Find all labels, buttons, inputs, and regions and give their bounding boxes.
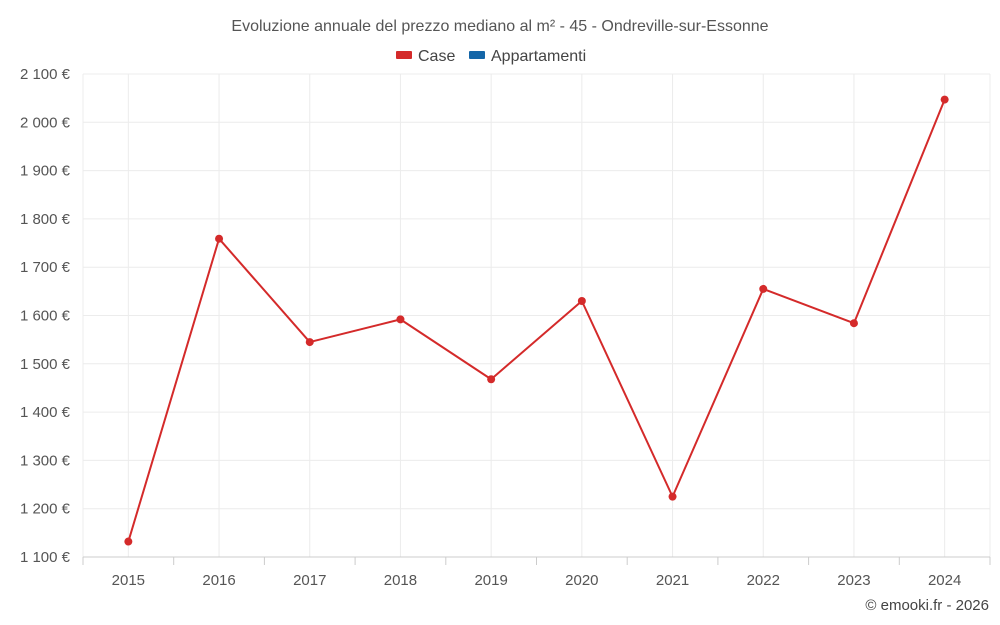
data-point-case: [124, 537, 133, 546]
legend: Case Appartamenti: [396, 48, 586, 65]
legend-label-case[interactable]: Case: [418, 48, 455, 65]
data-point-case: [396, 315, 405, 324]
x-tick-label: 2018: [384, 572, 417, 589]
y-tick-label: 1 700 €: [20, 259, 71, 276]
x-tick-label: 2023: [837, 572, 870, 589]
data-point-case: [577, 297, 586, 306]
y-tick-label: 1 500 €: [20, 356, 71, 373]
y-tick-label: 1 600 €: [20, 308, 71, 325]
axes: 1 100 € 1 200 € 1 300 € 1 400 € 1 500 € 1 600…: [20, 66, 991, 589]
series-line-case: [127, 99, 946, 542]
y-tick-label: 1 200 €: [20, 501, 71, 518]
y-tick-label: 2 000 €: [20, 114, 71, 131]
data-point-case: [940, 95, 949, 104]
data-point-case: [215, 234, 224, 243]
x-tick-label: 2017: [293, 572, 326, 589]
legend-swatch-case[interactable]: [396, 51, 412, 59]
x-tick-label: 2015: [112, 572, 145, 589]
y-tick-label: 1 900 €: [20, 163, 71, 180]
x-tick-label: 2020: [565, 572, 598, 589]
y-tick-label: 1 300 €: [20, 452, 71, 469]
x-tick-label: 2022: [747, 572, 780, 589]
series-case: [124, 95, 949, 546]
chart-title: Evoluzione annuale del prezzo mediano al…: [231, 18, 768, 35]
credit-text: © emooki.fr - 2026: [865, 597, 989, 614]
x-tick-label: 2021: [656, 572, 689, 589]
y-tick-label: 1 100 €: [20, 549, 71, 566]
data-point-case: [759, 284, 768, 293]
y-tick-label: 1 400 €: [20, 404, 71, 421]
x-tick-label: 2016: [202, 572, 235, 589]
data-point-case: [849, 319, 858, 328]
grid: [82, 73, 991, 557]
legend-label-appartamenti[interactable]: Appartamenti: [491, 48, 586, 65]
data-point-case: [305, 338, 314, 347]
legend-swatch-appartamenti[interactable]: [469, 51, 485, 59]
x-tick-label: 2019: [474, 572, 507, 589]
y-tick-label: 1 800 €: [20, 211, 71, 228]
y-tick-label: 2 100 €: [20, 66, 71, 83]
data-point-case: [487, 375, 496, 384]
x-tick-label: 2024: [928, 572, 961, 589]
data-point-case: [668, 492, 677, 501]
